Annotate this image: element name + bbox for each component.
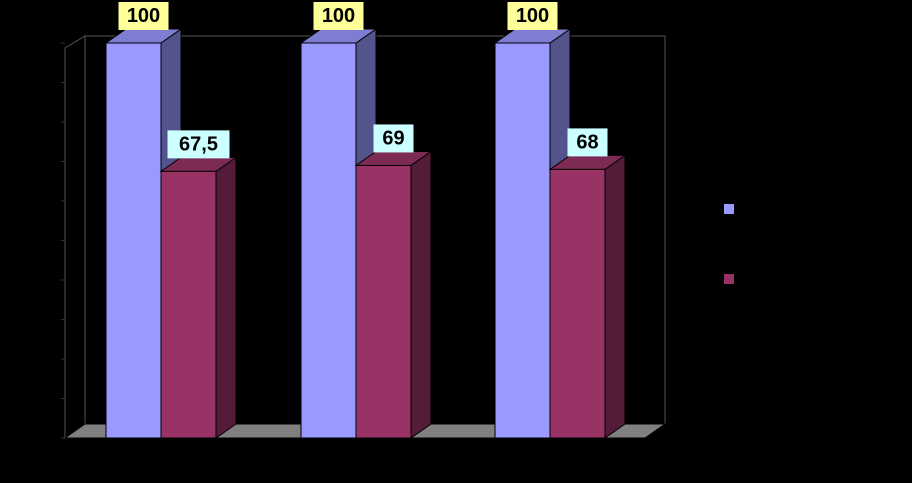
data-label-background [167,130,230,159]
data-label-background [507,2,558,30]
data-label-series-1-group-2: 100 [313,2,364,30]
bar-front [549,168,606,439]
bar-front [355,164,412,439]
bar-front [105,42,162,439]
data-label-background [118,2,169,30]
data-label-background [567,128,608,157]
data-label-text: 69 [382,127,404,149]
bar-front [160,170,217,439]
bar-side [604,154,626,439]
data-label-series-2-group-3: 68 [567,128,608,157]
chart-side-wall [64,35,86,439]
data-label-text: 100 [322,5,355,27]
data-label-text: 100 [516,5,549,27]
data-label-text: 100 [127,5,160,27]
chart-bars [104,28,627,439]
legend-marker-series-1 [724,204,734,214]
legend-marker-series-2 [724,274,734,284]
data-label-series-1-group-3: 100 [507,2,558,30]
data-label-series-2-group-1: 67,5 [167,130,230,159]
bar-series-2-group-3 [548,154,627,439]
data-label-text: 67,5 [179,133,218,155]
data-label-series-2-group-2: 69 [373,124,414,153]
bar-side [215,156,237,439]
bar-series-2-group-1 [159,156,238,439]
bar-front [494,42,551,439]
data-label-series-1-group-1: 100 [118,2,169,30]
chart-data-labels: 100 100 100 67,5 69 68 [118,2,608,159]
bar-series-2-group-2 [354,150,433,439]
data-label-background [373,124,414,153]
data-label-background [313,2,364,30]
bar-front [300,42,357,439]
data-label-text: 68 [576,131,598,153]
bar-side [410,150,432,439]
